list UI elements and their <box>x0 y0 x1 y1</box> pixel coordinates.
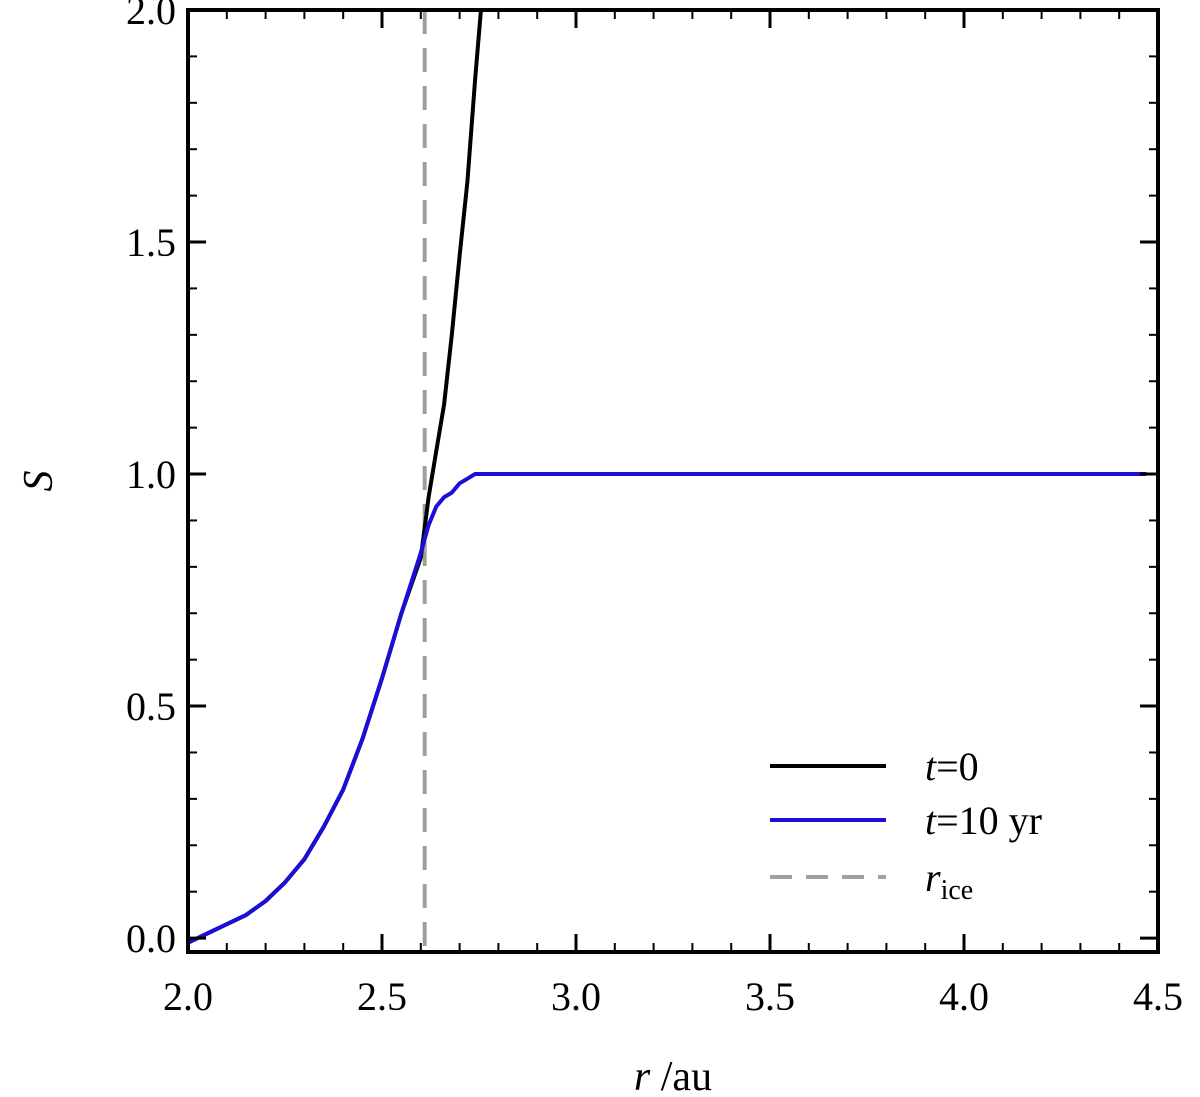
plot-content <box>188 10 1147 952</box>
x-tick-label: 2.5 <box>357 974 407 1019</box>
y-tick-label: 2.0 <box>126 0 176 33</box>
legend-label-t0-var: t <box>925 744 937 789</box>
x-tick-label: 4.0 <box>939 974 989 1019</box>
legend-label-t10yr-rest: =10 yr <box>936 798 1042 843</box>
legend-label-t10yr-var: t <box>925 798 937 843</box>
legend: t=0 t=10 yr rice <box>770 744 1042 906</box>
x-tick-label: 2.0 <box>163 974 213 1019</box>
y-tick-label: 0.5 <box>126 684 176 729</box>
axis-ticks <box>186 8 1160 952</box>
x-tick-label: 4.5 <box>1133 974 1183 1019</box>
legend-label-t0: t=0 <box>925 744 979 789</box>
plot-frame <box>186 8 1160 954</box>
legend-label-t0-rest: =0 <box>936 744 979 789</box>
y-axis-label: S <box>16 471 62 492</box>
x-axis-unit: /au <box>650 1054 712 1097</box>
x-tick-label: 3.5 <box>745 974 795 1019</box>
y-tick-label: 0.0 <box>126 916 176 961</box>
x-axis-label: r /au <box>634 1054 712 1097</box>
legend-label-rice-var: r <box>925 855 941 900</box>
y-tick-label: 1.5 <box>126 220 176 265</box>
legend-label-rice: rice <box>925 855 973 906</box>
tick-labels: 2.0 2.5 3.0 3.5 4.0 4.5 0.0 0.5 1.0 1.5 2.0 <box>126 0 1183 1019</box>
series-line-t10yr <box>188 472 1147 945</box>
x-axis-variable: r <box>634 1054 651 1097</box>
legend-label-t10yr: t=10 yr <box>925 798 1042 843</box>
legend-label-rice-sub: ice <box>941 875 974 906</box>
y-tick-label: 1.0 <box>126 452 176 497</box>
x-tick-label: 3.0 <box>551 974 601 1019</box>
